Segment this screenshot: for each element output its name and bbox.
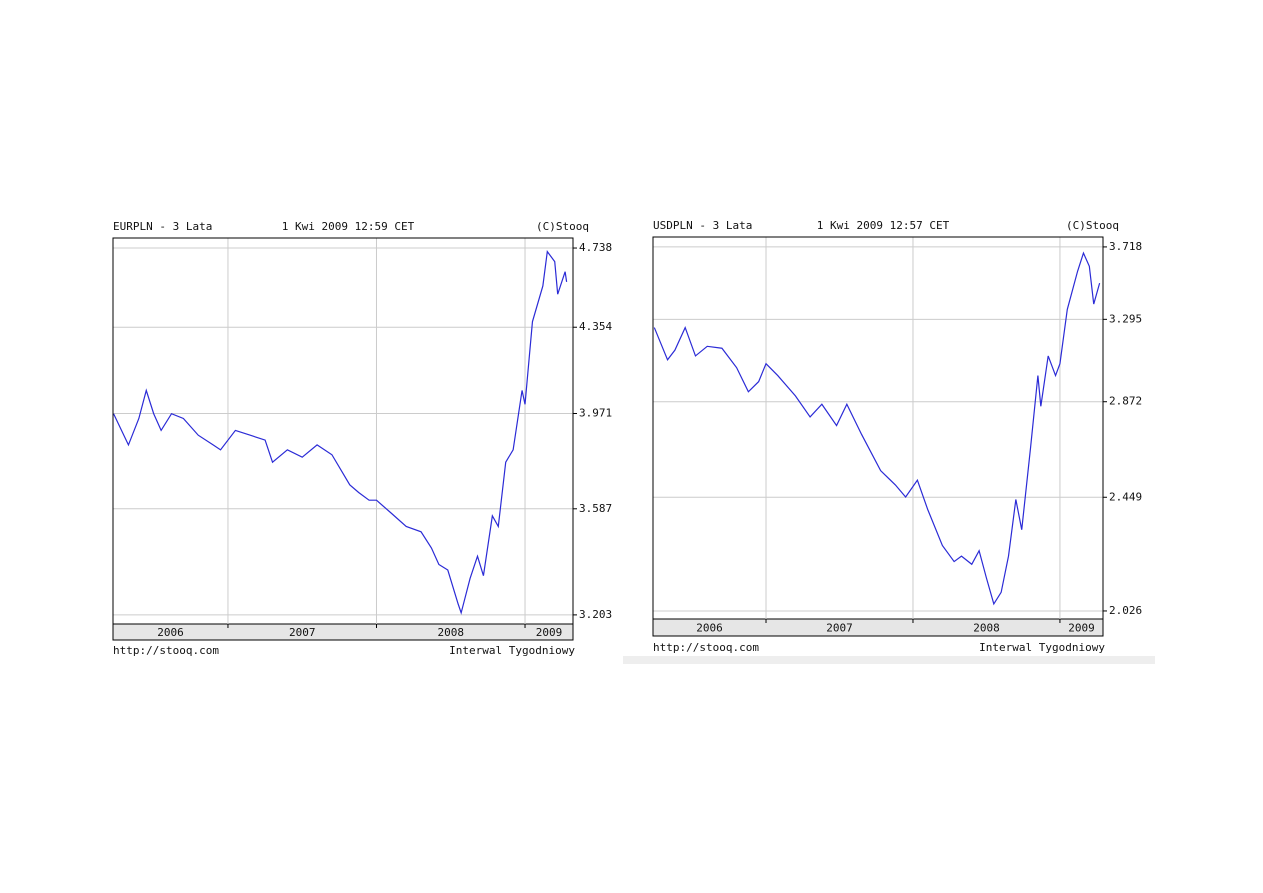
year-label: 2006: [157, 626, 184, 639]
timestamp: 1 Kwi 2009 12:57 CET: [817, 219, 950, 232]
interval: Interwal Tygodniowy: [449, 644, 575, 657]
price-line: [653, 251, 1101, 606]
year-label: 2009: [536, 626, 563, 639]
url: http://stooq.com: [653, 641, 759, 654]
frame: [112, 237, 574, 641]
y-tick-label: 3.295: [1109, 312, 1142, 325]
year-label: 2008: [438, 626, 465, 639]
frame: [652, 236, 1104, 637]
y-tick-label: 2.872: [1109, 395, 1142, 408]
y-tick-label: 2.449: [1109, 490, 1142, 503]
y-tick-label: 3.971: [579, 407, 612, 420]
interval: Interwal Tygodniowy: [979, 641, 1105, 654]
y-tick-label: 4.354: [579, 320, 612, 333]
year-label: 2009: [1068, 622, 1095, 635]
url: http://stooq.com: [113, 644, 219, 657]
source: (C)Stooq: [1066, 219, 1119, 232]
year-label: 2007: [826, 622, 853, 635]
chart-title: EURPLN - 3 Lata: [113, 220, 212, 233]
plot-area: [113, 238, 573, 624]
y-tick-label: 3.718: [1109, 240, 1142, 253]
y-tick-label: 3.203: [579, 608, 612, 621]
y-tick-label: 2.026: [1109, 604, 1142, 617]
year-label: 2006: [696, 622, 723, 635]
price-line: [113, 250, 568, 615]
source: (C)Stooq: [536, 220, 589, 233]
year-label: 2008: [973, 622, 1000, 635]
timestamp: 1 Kwi 2009 12:59 CET: [282, 220, 415, 233]
y-tick-label: 3.587: [579, 502, 612, 515]
chart-title: USDPLN - 3 Lata: [653, 219, 752, 232]
strip: [623, 656, 1155, 664]
plot-area: [653, 237, 1103, 619]
year-label: 2007: [289, 626, 316, 639]
y-tick-label: 4.738: [579, 241, 612, 254]
